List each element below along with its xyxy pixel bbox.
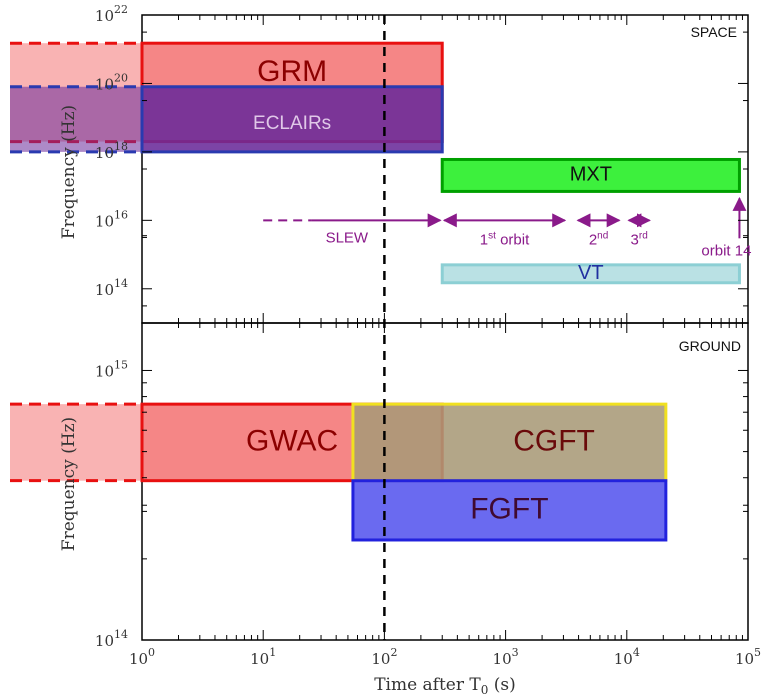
x-tick-label: 100: [129, 646, 155, 668]
gwac-label: GWAC: [246, 424, 338, 457]
orbit-14-label: orbit 14: [701, 242, 751, 259]
vt-label: VT: [578, 262, 604, 284]
x-tick-label: 104: [614, 646, 640, 668]
eclairs-bar: [140, 85, 444, 154]
mxt-label: MXT: [570, 164, 612, 186]
ground-panel: GWAC CGFT FGFT: [10, 402, 668, 542]
mxt-bar: [440, 157, 741, 193]
y-tick-label: 1014: [95, 628, 128, 650]
y-tick-label: 1016: [95, 208, 128, 230]
orbit-phase-arrows: SLEW 1st orbit 2nd 3rd orbit 14: [263, 196, 751, 259]
y-tick-label: 1015: [95, 358, 128, 380]
grm-label: GRM: [257, 55, 327, 88]
eclairs-label: ECLAIRs: [253, 113, 331, 134]
phase-label: 3rd: [631, 230, 648, 248]
space-panel-label: SPACE: [691, 24, 737, 40]
x-tick-label: 105: [735, 646, 761, 668]
phase-label: 1st orbit: [480, 230, 530, 248]
cgft-bar: [351, 402, 668, 483]
eclairs-pre-trigger-extension: [10, 86, 142, 152]
axes: 1014 1016 1018 1020 1022 1014 1015 100 101 102 103…: [95, 3, 761, 668]
y-tick-label: 1022: [95, 3, 128, 25]
x-tick-label: 101: [250, 646, 276, 668]
ground-panel-label: GROUND: [679, 338, 741, 354]
x-axis-title: Time after T0 (s): [374, 675, 516, 697]
x-tick-label: 102: [371, 646, 397, 668]
y-tick-label: 1020: [95, 71, 128, 93]
cgft-label: CGFT: [513, 424, 595, 457]
space-panel: GRM ECLAIRs MXT VT SLEW 1st orbit 2nd 3rd orbit …: [10, 41, 751, 285]
vt-bar: [440, 263, 741, 285]
fgft-bar: [351, 479, 668, 542]
ground-y-axis-title: Frequency (Hz): [59, 417, 79, 551]
fgft-label: FGFT: [470, 492, 548, 525]
space-y-axis-title: Frequency (Hz): [59, 105, 79, 239]
phase-label: 2nd: [589, 230, 608, 248]
slew-label: SLEW: [326, 229, 369, 246]
y-tick-label: 1018: [95, 140, 128, 162]
y-tick-label: 1014: [95, 277, 128, 299]
gwac-pre-trigger-extension: [10, 404, 142, 481]
x-tick-label: 103: [493, 646, 519, 668]
